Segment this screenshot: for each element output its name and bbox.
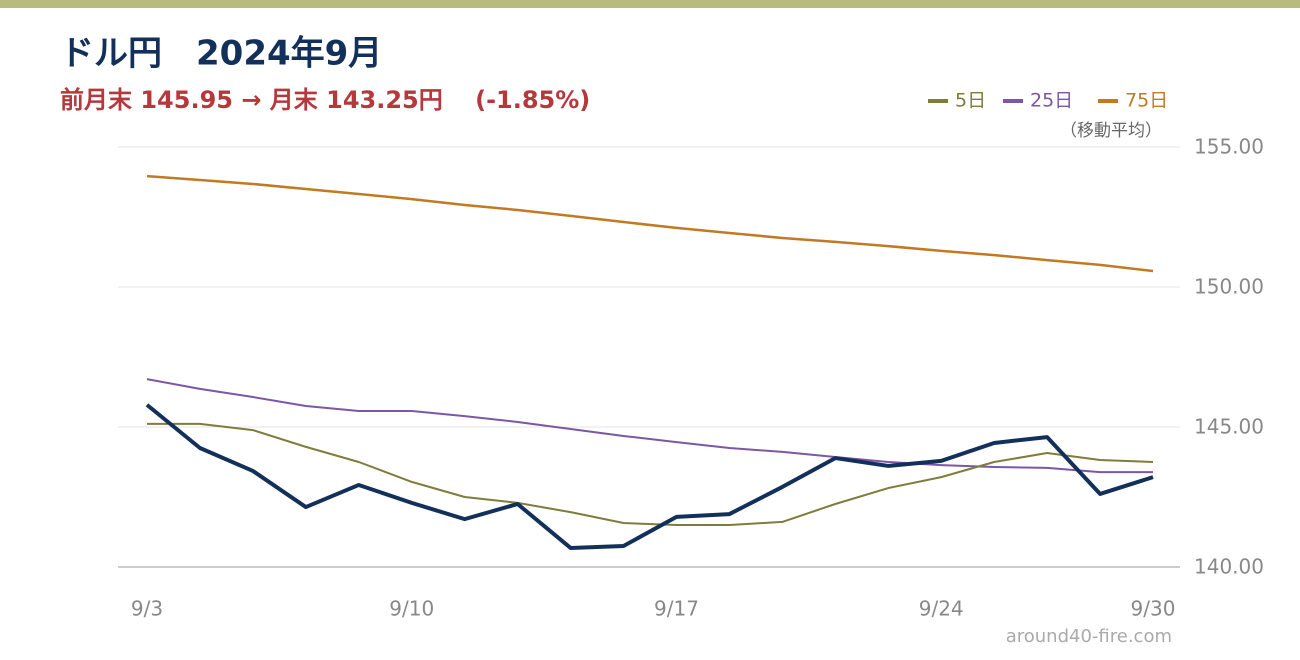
x-tick-label: 9/10 <box>389 597 434 621</box>
x-tick-label: 9/24 <box>919 597 964 621</box>
x-tick-label: 9/17 <box>654 597 699 621</box>
series-line <box>145 403 1154 550</box>
top-bar <box>0 0 1300 8</box>
legend-label: 75日 <box>1125 90 1168 112</box>
chart-title: ドル円 2024年9月 <box>60 34 382 74</box>
y-tick-label: 155.00 <box>1194 135 1264 159</box>
chart-subtitle: 前月末 145.95 → 月末 143.25円 (-1.85%) <box>60 86 590 114</box>
y-tick-label: 140.00 <box>1194 555 1264 579</box>
series-line <box>146 378 1153 474</box>
legend-note: （移動平均） <box>1060 121 1162 141</box>
series-line <box>146 174 1154 273</box>
y-tick-label: 145.00 <box>1194 415 1264 439</box>
watermark: around40-fire.com <box>1006 626 1172 647</box>
legend-label: 5日 <box>955 90 986 112</box>
x-tick-label: 9/30 <box>1131 597 1176 621</box>
y-tick-label: 150.00 <box>1194 275 1264 299</box>
legend-label: 25日 <box>1030 90 1073 112</box>
x-tick-label: 9/3 <box>131 597 163 621</box>
series-line <box>147 422 1154 526</box>
